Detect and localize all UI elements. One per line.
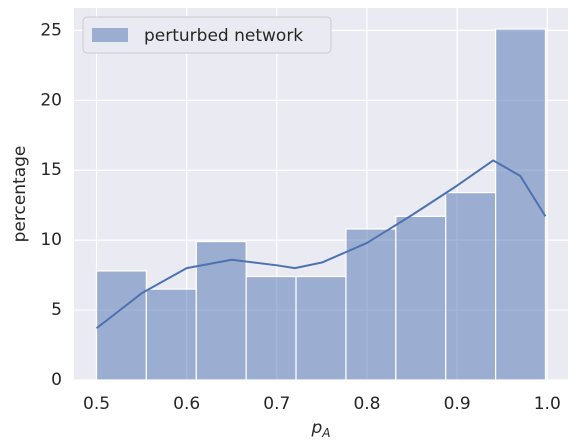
marks: [95, 28, 547, 381]
x-axis-label-sub: A: [321, 426, 330, 440]
kde-line: [95, 159, 547, 330]
x-axis-label: pA: [310, 418, 330, 440]
bar: [145, 288, 197, 381]
x-tick-label: 0.9: [444, 394, 471, 414]
x-tick-label: 0.6: [173, 394, 200, 414]
y-tick-label: 10: [40, 230, 62, 250]
x-axis-label-main: p: [310, 418, 322, 438]
bar: [445, 192, 497, 381]
legend-patch: [92, 28, 128, 42]
x-tick-label: 1.0: [534, 394, 561, 414]
legend: perturbed network: [82, 16, 332, 54]
bar: [245, 275, 297, 381]
y-tick-label: 20: [40, 90, 62, 110]
x-tick-label: 0.5: [83, 394, 110, 414]
y-tick-label: 5: [51, 300, 62, 320]
bar: [95, 270, 147, 381]
y-tick-label: 15: [40, 160, 62, 180]
legend-box: [82, 16, 332, 54]
x-tick-label: 0.7: [263, 394, 290, 414]
legend-label: perturbed network: [144, 26, 303, 46]
bar: [295, 275, 347, 381]
bar: [395, 215, 447, 381]
x-tick-label: 0.8: [353, 394, 380, 414]
y-tick-label: 0: [51, 370, 62, 390]
y-tick-label: 25: [40, 20, 62, 40]
y-axis-label: percentage: [10, 146, 30, 243]
bar: [345, 228, 397, 381]
